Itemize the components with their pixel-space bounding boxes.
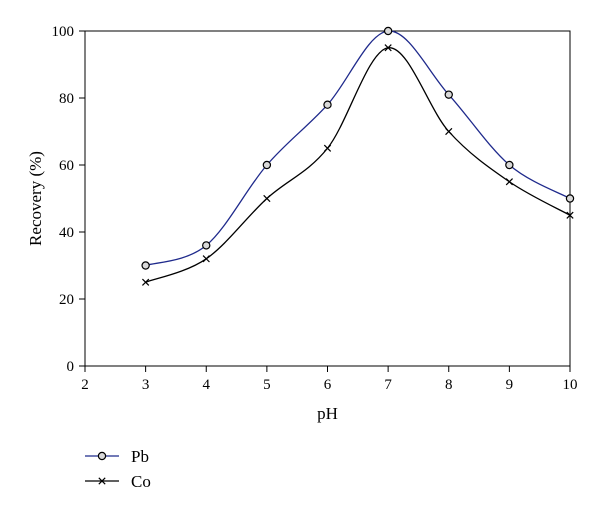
- series-line-co: [145, 47, 571, 283]
- data-point-co: [445, 127, 453, 136]
- y-tick-label: 40: [59, 225, 74, 241]
- series-co: [142, 44, 574, 286]
- x-tick-label: 7: [384, 377, 392, 393]
- y-tick-label: 80: [59, 91, 74, 107]
- data-point-co: [384, 44, 392, 52]
- legend-marker-co: [98, 477, 106, 485]
- data-point-pb: [565, 194, 575, 203]
- data-point-pb: [444, 90, 453, 99]
- x-tick-label: 9: [506, 377, 514, 393]
- x-tick-label: 4: [203, 377, 211, 393]
- y-tick-label: 0: [67, 359, 75, 375]
- legend-item-pb: Pb: [85, 447, 149, 466]
- y-axis-title: Recovery (%): [26, 151, 45, 246]
- legend-marker-pb: [97, 451, 107, 461]
- data-point-co: [505, 178, 513, 186]
- series-layer: [141, 26, 575, 286]
- data-point-co: [142, 278, 150, 286]
- series-pb: [141, 26, 575, 270]
- data-point-co: [323, 144, 332, 152]
- x-tick-label: 5: [263, 377, 271, 393]
- y-tick-label: 100: [52, 24, 75, 40]
- x-tick-label: 6: [324, 377, 332, 393]
- x-tick-label: 8: [445, 377, 453, 393]
- y-tick-label: 60: [59, 158, 74, 174]
- x-tick-label: 2: [81, 377, 89, 393]
- data-point-co: [202, 255, 210, 263]
- data-point-pb: [383, 26, 393, 36]
- x-axis-title: pH: [317, 404, 338, 423]
- legend-label-pb: Pb: [131, 447, 149, 466]
- series-line-pb: [145, 30, 571, 267]
- data-point-pb: [505, 160, 514, 170]
- legend-label-co: Co: [131, 472, 151, 491]
- plot-frame: [84, 30, 571, 367]
- legend-item-co: Co: [85, 472, 151, 491]
- data-point-co: [566, 211, 574, 219]
- data-point-pb: [202, 241, 211, 250]
- y-tick-label: 20: [59, 292, 74, 308]
- x-tick-label: 10: [563, 377, 578, 393]
- data-point-pb: [262, 160, 272, 170]
- data-point-pb: [323, 100, 332, 109]
- legend: Pb Co: [85, 447, 151, 491]
- x-tick-label: 3: [142, 377, 150, 393]
- data-point-co: [263, 194, 271, 203]
- data-point-pb: [141, 261, 150, 270]
